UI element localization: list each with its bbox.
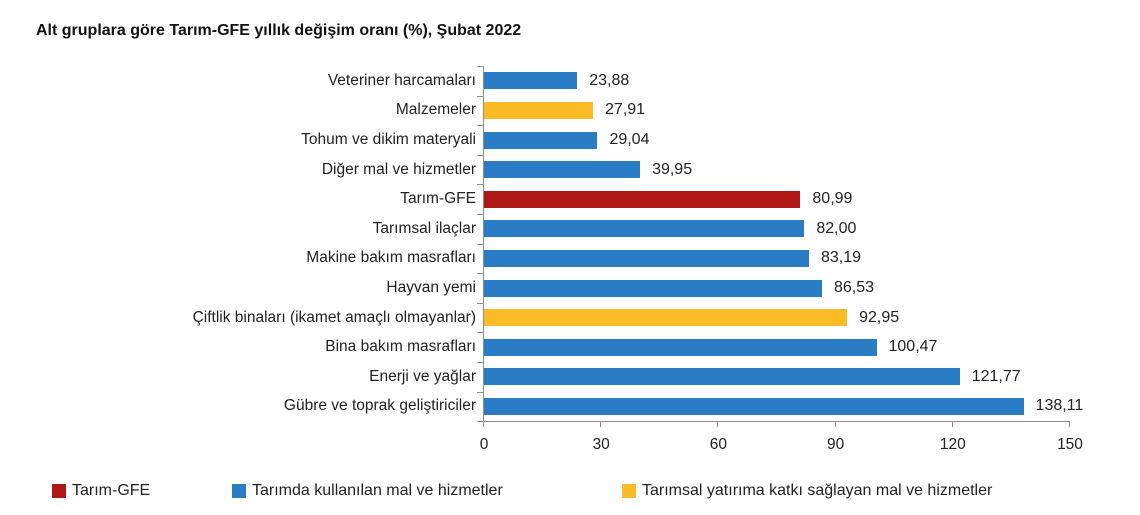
x-axis-line bbox=[483, 421, 1070, 422]
category-label: Hayvan yemi bbox=[386, 279, 476, 296]
legend-item: Tarımda kullanılan mal ve hizmetler bbox=[232, 482, 503, 500]
y-axis-tick bbox=[477, 332, 483, 334]
legend-label: Tarımda kullanılan mal ve hizmetler bbox=[252, 482, 503, 499]
y-axis-tick bbox=[477, 273, 483, 275]
y-axis-tick bbox=[477, 125, 483, 127]
y-axis-tick bbox=[477, 154, 483, 156]
value-label: 100,47 bbox=[888, 338, 938, 356]
bar bbox=[484, 338, 877, 356]
legend-swatch-icon bbox=[52, 484, 66, 498]
y-axis-tick bbox=[477, 184, 483, 186]
y-axis-tick bbox=[477, 214, 483, 215]
value-label: 80,99 bbox=[812, 190, 853, 208]
category-label: Tarımsal ilaçlar bbox=[372, 219, 476, 237]
x-axis-tick bbox=[951, 421, 953, 427]
x-axis-tick bbox=[834, 421, 836, 427]
bar bbox=[484, 131, 598, 149]
value-label: 86,53 bbox=[834, 279, 875, 296]
bar bbox=[484, 279, 823, 297]
bar bbox=[484, 190, 801, 208]
y-axis-tick bbox=[477, 302, 483, 304]
value-label: 83,19 bbox=[820, 249, 862, 267]
value-label: 27,91 bbox=[605, 101, 646, 119]
y-axis-tick bbox=[477, 243, 483, 245]
x-axis-tick bbox=[1069, 421, 1070, 427]
value-label: 121,77 bbox=[971, 367, 1021, 385]
category-label: Çiftlik binaları (ikamet amaçlı olmayanl… bbox=[192, 308, 476, 326]
category-label: Tarım-GFE bbox=[400, 190, 476, 208]
x-axis-tick bbox=[483, 421, 484, 427]
bar bbox=[484, 101, 594, 119]
chart-title: Alt gruplara göre Tarım-GFE yıllık değiş… bbox=[36, 22, 522, 39]
value-label: 82,00 bbox=[816, 219, 857, 237]
y-axis-tick bbox=[477, 391, 483, 393]
value-label: 138,11 bbox=[1035, 397, 1084, 415]
chart-legend: Tarım-GFE Tarımda kullanılan mal ve hizme… bbox=[0, 482, 1140, 506]
category-label: Bina bakım masrafları bbox=[325, 338, 476, 356]
category-label: Makine bakım masrafları bbox=[306, 249, 476, 267]
y-axis-tick bbox=[477, 95, 483, 97]
legend-label: Tarım-GFE bbox=[72, 482, 151, 499]
y-axis-line bbox=[483, 66, 484, 422]
bar bbox=[484, 72, 578, 90]
x-axis-tick-label: 150 bbox=[1057, 436, 1083, 453]
bar bbox=[484, 309, 848, 327]
category-label: Enerji ve yağlar bbox=[369, 367, 476, 385]
value-label: 39,95 bbox=[652, 160, 693, 178]
x-axis-tick-label: 90 bbox=[826, 436, 845, 453]
legend-swatch-icon bbox=[232, 484, 246, 498]
y-axis-tick bbox=[477, 362, 483, 363]
x-axis-tick-label: 0 bbox=[479, 436, 489, 453]
value-label: 29,04 bbox=[609, 131, 650, 148]
value-label: 23,88 bbox=[589, 71, 630, 89]
category-label: Diğer mal ve hizmetler bbox=[321, 160, 476, 178]
y-axis-tick bbox=[477, 66, 483, 67]
y-axis-tick bbox=[477, 421, 483, 423]
legend-item: Tarımsal yatırıma katkı sağlayan mal ve … bbox=[622, 482, 992, 500]
bar bbox=[484, 368, 960, 386]
x-axis-tick-label: 120 bbox=[939, 436, 966, 453]
legend-item: Tarım-GFE bbox=[52, 482, 150, 500]
category-label: Tohum ve dikim materyali bbox=[301, 131, 476, 148]
bar bbox=[484, 397, 1024, 415]
legend-swatch-icon bbox=[622, 484, 636, 498]
x-axis-tick bbox=[717, 421, 719, 427]
category-label: Malzemeler bbox=[395, 101, 476, 119]
bar bbox=[484, 161, 641, 179]
legend-label: Tarımsal yatırıma katkı sağlayan mal ve … bbox=[642, 482, 993, 499]
value-label: 92,95 bbox=[859, 308, 900, 326]
category-label: Veteriner harcamaları bbox=[327, 71, 476, 89]
bar bbox=[484, 220, 805, 238]
x-axis-tick bbox=[600, 421, 602, 427]
category-label: Gübre ve toprak geliştiriciler bbox=[283, 397, 476, 415]
bar bbox=[484, 249, 809, 267]
x-axis-tick-label: 60 bbox=[709, 436, 728, 453]
x-axis-tick-label: 30 bbox=[592, 436, 610, 453]
